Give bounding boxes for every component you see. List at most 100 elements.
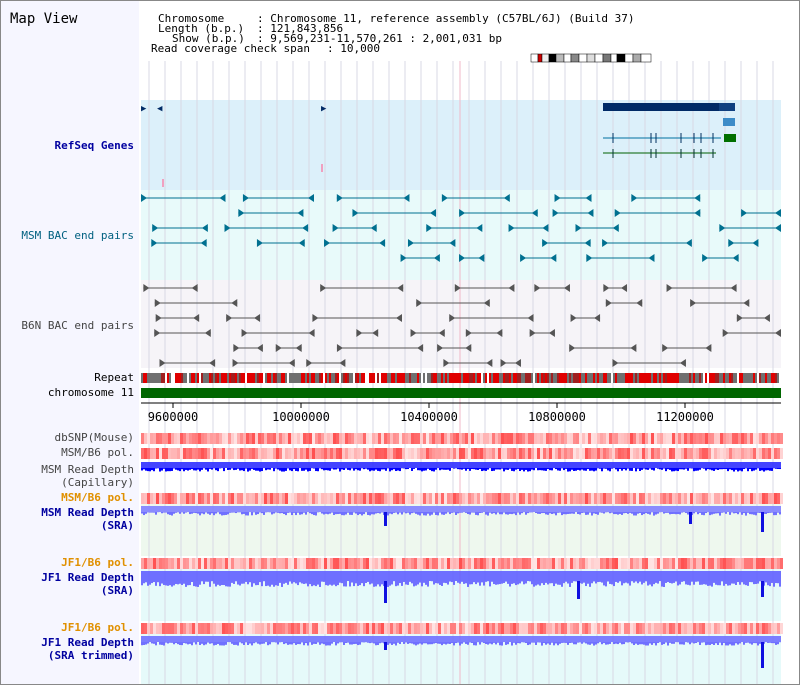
dbsnp-cell — [735, 433, 738, 444]
jf1-pol2-cell — [180, 623, 183, 634]
ruler-tick-label: 11200000 — [656, 410, 714, 424]
msm-pol2-cell — [450, 493, 453, 504]
jf1-sra-bar — [433, 581, 435, 585]
track-label-refseq[interactable]: RefSeq Genes — [54, 139, 134, 152]
jf1-pol-cell — [351, 558, 354, 569]
dbsnp-cell — [243, 433, 246, 444]
gene-block — [719, 103, 735, 111]
msm-sra-bar — [189, 512, 191, 515]
repeat-band — [533, 373, 535, 383]
dbsnp-cell — [162, 433, 165, 444]
jf1-pol2-cell — [372, 623, 375, 634]
jf1-pol-cell — [582, 558, 585, 569]
jf1-trim-bar — [751, 642, 753, 645]
msm-sra-bar — [681, 512, 683, 513]
ideogram-band — [632, 53, 642, 63]
track-label-msm-bac[interactable]: MSM BAC end pairs — [21, 229, 134, 242]
jf1-pol2-cell — [282, 623, 285, 634]
msm-pol-cell — [300, 448, 303, 459]
msm-sra-bar — [153, 512, 155, 513]
jf1-sra-bar — [323, 581, 325, 582]
msm-pol-cell — [657, 448, 660, 459]
jf1-trim-bar — [175, 642, 177, 644]
msm-pol2-cell — [348, 493, 351, 504]
jf1-trim-bar — [681, 642, 683, 645]
jf1-pol-cell — [384, 558, 387, 569]
ideogram-band — [570, 53, 580, 63]
chromosome-value: : Chromosome 11, reference assembly (C57… — [257, 12, 635, 25]
repeat-band — [445, 373, 447, 383]
msm-cap-bar — [623, 468, 625, 470]
msm-pol-cell — [327, 448, 330, 459]
repeat-band — [627, 373, 629, 383]
repeat-band — [607, 373, 609, 383]
jf1-pol2-cell — [405, 623, 408, 634]
repeat-band — [743, 373, 745, 383]
jf1-trim-bar — [467, 642, 469, 645]
msm-pol2-cell — [435, 493, 438, 504]
jf1-pol-cell — [171, 558, 174, 569]
dbsnp-cell — [219, 433, 222, 444]
msm-pol2-cell — [201, 493, 204, 504]
jf1-sra-bar — [327, 581, 329, 586]
dbsnp-cell — [384, 433, 387, 444]
msm-sra-bar — [735, 512, 737, 514]
jf1-pol-cell — [576, 558, 579, 569]
msm-cap-bar — [413, 468, 415, 469]
jf1-pol2-cell — [477, 623, 480, 634]
msm-bac-end — [550, 254, 557, 262]
msm-cap-bar — [175, 468, 177, 470]
msm-cap-bar — [663, 468, 665, 469]
jf1-trim-bar — [435, 642, 437, 644]
dbsnp-cell — [375, 433, 378, 444]
msm-sra-bar — [293, 512, 295, 513]
track-label-b6n-bac[interactable]: B6N BAC end pairs — [21, 319, 134, 332]
b6n-bac-end — [605, 299, 612, 307]
repeat-band — [695, 373, 697, 383]
dbsnp-cell — [363, 433, 366, 444]
jf1-sra-bar — [405, 581, 407, 585]
dbsnp-cell — [642, 433, 645, 444]
repeat-band — [335, 373, 337, 383]
msm-sra-bar — [489, 512, 491, 513]
jf1-pol2-cell — [567, 623, 570, 634]
repeat-band — [613, 373, 615, 383]
repeat-band — [733, 373, 735, 383]
repeat-band — [237, 373, 239, 383]
jf1-sra-bar — [555, 581, 557, 584]
dbsnp-cell — [600, 433, 603, 444]
msm-sra-bar — [715, 512, 717, 514]
jf1-trim-bar — [535, 642, 537, 645]
msm-pol2-cell — [753, 493, 756, 504]
dbsnp-cell — [504, 433, 507, 444]
repeat-band — [453, 373, 455, 383]
msm-cap-bar — [767, 468, 769, 471]
msm-sra-bar — [323, 512, 325, 515]
msm-pol2-cell — [210, 493, 213, 504]
repeat-band — [705, 373, 707, 383]
repeat-band — [539, 373, 541, 383]
jf1-pol-cell — [522, 558, 525, 569]
jf1-sra-bar — [541, 581, 543, 584]
msm-pol-cell — [363, 448, 366, 459]
jf1-pol-cell — [228, 558, 231, 569]
dbsnp-cell — [702, 433, 705, 444]
jf1-pol-cell — [759, 558, 762, 569]
msm-sra-bar — [711, 512, 713, 515]
repeat-band — [289, 373, 291, 383]
jf1-sra-bar — [255, 581, 257, 586]
msm-sra-bar — [553, 512, 555, 514]
jf1-sra-bar — [633, 581, 635, 583]
msm-pol2-cell — [471, 493, 474, 504]
jf1-sra-bar — [599, 581, 601, 582]
b6n-bac-end — [722, 329, 729, 337]
msm-sra-bar — [389, 512, 391, 514]
jf1-trim-bar — [243, 642, 245, 645]
msm-bac-end — [152, 224, 159, 232]
dbsnp-cell — [255, 433, 258, 444]
repeat-band — [581, 373, 583, 383]
repeat-band — [285, 373, 287, 383]
msm-cap-bar — [285, 468, 287, 471]
jf1-pol-cell — [708, 558, 711, 569]
